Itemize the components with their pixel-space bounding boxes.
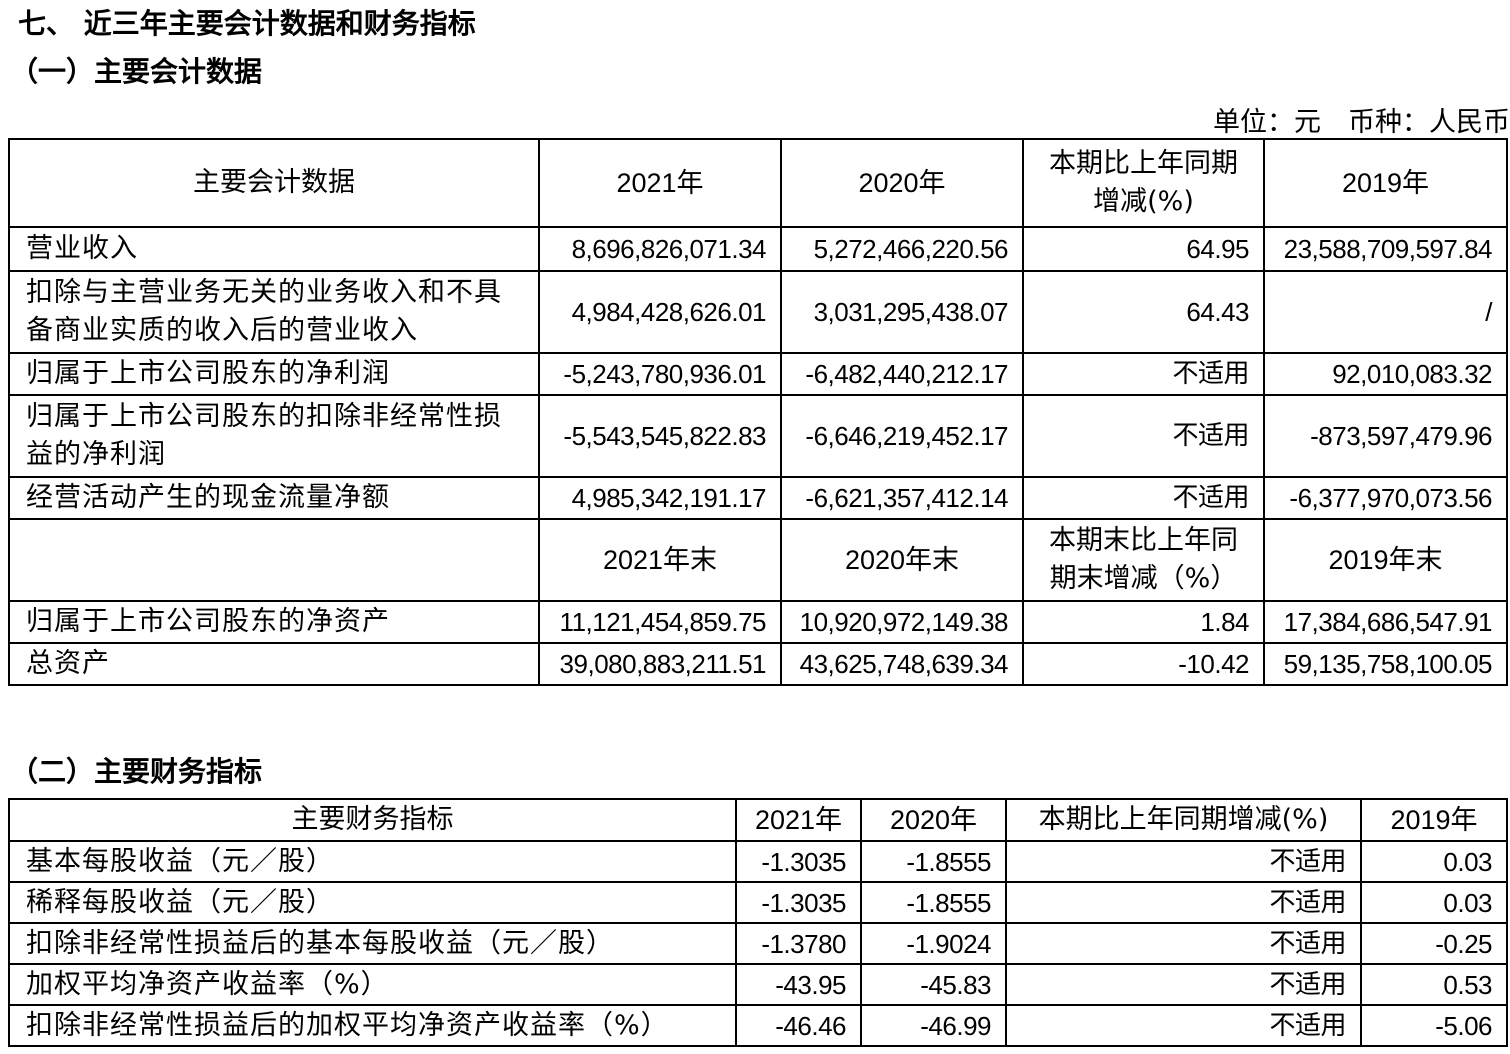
accounting-table: 主要会计数据 2021年 2020年 本期比上年同期增减(%) 2019年 营业收入 8,6… bbox=[8, 138, 1508, 686]
value-cell: 59,135,758,100.05 bbox=[1263, 642, 1508, 686]
value-cell: 8,696,826,071.34 bbox=[538, 226, 782, 272]
value-cell: 0.03 bbox=[1360, 840, 1508, 883]
header-cell: 本期末比上年同期末增减（%） bbox=[1022, 518, 1265, 602]
value-cell: -6,482,440,212.17 bbox=[780, 352, 1024, 396]
row-label: 扣除非经常性损益后的基本每股收益（元／股） bbox=[8, 922, 737, 965]
header-cell: 2020年 bbox=[780, 138, 1024, 228]
row-label: 扣除与主营业务无关的业务收入和不具备商业实质的收入后的营业收入 bbox=[8, 270, 540, 354]
value-cell: 11,121,454,859.75 bbox=[538, 600, 782, 644]
value-cell: -1.3780 bbox=[735, 922, 862, 965]
table-row: 稀释每股收益（元／股） -1.3035 -1.8555 不适用 0.03 bbox=[8, 881, 1508, 924]
value-cell: 92,010,083.32 bbox=[1263, 352, 1508, 396]
value-cell: -45.83 bbox=[860, 963, 1007, 1006]
header-cell: 2019年 bbox=[1360, 798, 1508, 842]
section-title: （一）主要会计数据 bbox=[10, 55, 263, 88]
table-row: 总资产 39,080,883,211.51 43,625,748,639.34 -10… bbox=[8, 642, 1508, 686]
row-label: 稀释每股收益（元／股） bbox=[8, 881, 737, 924]
value-cell: 3,031,295,438.07 bbox=[780, 270, 1024, 354]
value-cell: 64.95 bbox=[1022, 226, 1265, 272]
table-row: 2021年末 2020年末 本期末比上年同期末增减（%） 2019年末 bbox=[8, 518, 1508, 602]
value-cell: 4,984,428,626.01 bbox=[538, 270, 782, 354]
value-cell: 10,920,972,149.38 bbox=[780, 600, 1024, 644]
value-cell: -1.3035 bbox=[735, 840, 862, 883]
value-cell: -5,243,780,936.01 bbox=[538, 352, 782, 396]
section-title: （二）主要财务指标 bbox=[10, 755, 263, 788]
value-cell: 0.53 bbox=[1360, 963, 1508, 1006]
table-row: 主要会计数据 2021年 2020年 本期比上年同期增减(%) 2019年 bbox=[8, 138, 1508, 228]
row-label: 营业收入 bbox=[8, 226, 540, 272]
value-cell: 17,384,686,547.91 bbox=[1263, 600, 1508, 644]
table-row: 归属于上市公司股东的净资产 11,121,454,859.75 10,920,972… bbox=[8, 600, 1508, 644]
value-cell: -1.9024 bbox=[860, 922, 1007, 965]
table-row: 扣除非经常性损益后的加权平均净资产收益率（%） -46.46 -46.99 不适用 -5… bbox=[8, 1004, 1508, 1047]
value-cell: 不适用 bbox=[1005, 963, 1362, 1006]
value-cell: -10.42 bbox=[1022, 642, 1265, 686]
value-cell: -6,377,970,073.56 bbox=[1263, 476, 1508, 520]
value-cell: 不适用 bbox=[1022, 352, 1265, 396]
row-label: 归属于上市公司股东的扣除非经常性损益的净利润 bbox=[8, 394, 540, 478]
value-cell: -5.06 bbox=[1360, 1004, 1508, 1047]
value-cell: / bbox=[1263, 270, 1508, 354]
value-cell: 不适用 bbox=[1022, 394, 1265, 478]
value-cell: 1.84 bbox=[1022, 600, 1265, 644]
value-cell: -46.99 bbox=[860, 1004, 1007, 1047]
row-label: 归属于上市公司股东的净资产 bbox=[8, 600, 540, 644]
table-row: 营业收入 8,696,826,071.34 5,272,466,220.56 64.9… bbox=[8, 226, 1508, 272]
header-cell: 2021年末 bbox=[538, 518, 782, 602]
value-cell: -6,646,219,452.17 bbox=[780, 394, 1024, 478]
header-cell: 本期比上年同期增减(%) bbox=[1005, 798, 1362, 842]
value-cell: 不适用 bbox=[1005, 881, 1362, 924]
header-cell: 本期比上年同期增减(%) bbox=[1022, 138, 1265, 228]
header-cell: 2019年 bbox=[1263, 138, 1508, 228]
value-cell: 23,588,709,597.84 bbox=[1263, 226, 1508, 272]
row-label: 基本每股收益（元／股） bbox=[8, 840, 737, 883]
value-cell: 43,625,748,639.34 bbox=[780, 642, 1024, 686]
value-cell: 0.03 bbox=[1360, 881, 1508, 924]
row-label: 归属于上市公司股东的净利润 bbox=[8, 352, 540, 396]
table-row: 扣除非经常性损益后的基本每股收益（元／股） -1.3780 -1.9024 不适用 -0… bbox=[8, 922, 1508, 965]
value-cell: -46.46 bbox=[735, 1004, 862, 1047]
table-row: 基本每股收益（元／股） -1.3035 -1.8555 不适用 0.03 bbox=[8, 840, 1508, 883]
table-row: 加权平均净资产收益率（%） -43.95 -45.83 不适用 0.53 bbox=[8, 963, 1508, 1006]
value-cell: -1.8555 bbox=[860, 840, 1007, 883]
value-cell: -1.3035 bbox=[735, 881, 862, 924]
table-row: 归属于上市公司股东的扣除非经常性损益的净利润 -5,543,545,822.83-… bbox=[8, 394, 1508, 478]
value-cell: 4,985,342,191.17 bbox=[538, 476, 782, 520]
header-cell: 2021年 bbox=[735, 798, 862, 842]
header-cell: 2020年末 bbox=[780, 518, 1024, 602]
row-label: 总资产 bbox=[8, 642, 540, 686]
value-cell: -1.8555 bbox=[860, 881, 1007, 924]
header-cell: 主要财务指标 bbox=[8, 798, 737, 842]
value-cell: -873,597,479.96 bbox=[1263, 394, 1508, 478]
value-cell: 64.43 bbox=[1022, 270, 1265, 354]
value-cell: 39,080,883,211.51 bbox=[538, 642, 782, 686]
row-label: 扣除非经常性损益后的加权平均净资产收益率（%） bbox=[8, 1004, 737, 1047]
value-cell: 不适用 bbox=[1005, 922, 1362, 965]
value-cell: 不适用 bbox=[1005, 1004, 1362, 1047]
header-cell: 2019年末 bbox=[1263, 518, 1508, 602]
value-cell: -43.95 bbox=[735, 963, 862, 1006]
unit-note: 单位：元 币种：人民币 bbox=[1213, 107, 1510, 138]
header-cell: 2021年 bbox=[538, 138, 782, 228]
table-row: 扣除与主营业务无关的业务收入和不具备商业实质的收入后的营业收入 4,984,428… bbox=[8, 270, 1508, 354]
header-cell: 主要会计数据 bbox=[8, 138, 540, 228]
row-label: 经营活动产生的现金流量净额 bbox=[8, 476, 540, 520]
heading: 七、 近三年主要会计数据和财务指标 bbox=[18, 7, 476, 40]
value-cell: 5,272,466,220.56 bbox=[780, 226, 1024, 272]
value-cell: 不适用 bbox=[1005, 840, 1362, 883]
table-row: 经营活动产生的现金流量净额 4,985,342,191.17 -6,621,357,… bbox=[8, 476, 1508, 520]
row-label: 加权平均净资产收益率（%） bbox=[8, 963, 737, 1006]
header-cell bbox=[8, 518, 540, 602]
value-cell: -6,621,357,412.14 bbox=[780, 476, 1024, 520]
value-cell: 不适用 bbox=[1022, 476, 1265, 520]
value-cell: -5,543,545,822.83 bbox=[538, 394, 782, 478]
table-row: 归属于上市公司股东的净利润 -5,243,780,936.01 -6,482,440… bbox=[8, 352, 1508, 396]
table-row: 主要财务指标 2021年 2020年 本期比上年同期增减(%) 2019年 bbox=[8, 798, 1508, 842]
header-cell: 2020年 bbox=[860, 798, 1007, 842]
indicators-table: 主要财务指标 2021年 2020年 本期比上年同期增减(%) 2019年 基本每股收益（… bbox=[8, 798, 1508, 1047]
value-cell: -0.25 bbox=[1360, 922, 1508, 965]
